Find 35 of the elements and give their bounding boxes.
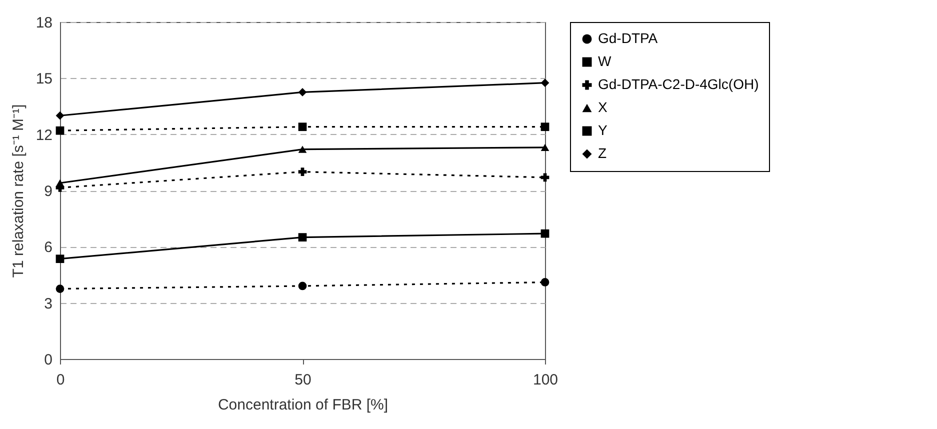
y-tick-label: 3 <box>44 295 52 312</box>
point <box>56 179 64 187</box>
x-tick-label: 0 <box>56 372 65 388</box>
point <box>540 173 550 182</box>
x-axis-title: Concentration of FBR [%] <box>218 396 388 414</box>
y-tick-label: 18 <box>36 14 52 32</box>
y-axis-title: T1 relaxation rate [s⁻¹ M⁻¹] <box>10 104 27 278</box>
x-tick-label: 50 <box>294 372 312 388</box>
legend-label: Gd-DTPA-C2-D-4Glc(OH) <box>598 76 759 92</box>
point <box>56 111 64 120</box>
legend-label: Gd-DTPA <box>598 30 658 46</box>
point <box>298 233 307 242</box>
legend-label: Z <box>598 145 607 161</box>
y-tick-label: 9 <box>44 183 52 200</box>
y-tick-label: 15 <box>36 70 52 88</box>
point <box>540 229 550 238</box>
legend-label: Y <box>598 122 608 138</box>
point <box>298 168 307 176</box>
point <box>298 122 307 132</box>
legend-label: W <box>598 53 612 69</box>
point <box>540 278 550 286</box>
point <box>56 254 64 264</box>
point <box>56 126 64 135</box>
point <box>298 146 307 153</box>
point <box>56 284 64 293</box>
y-tick-label: 0 <box>44 352 52 368</box>
point <box>298 88 307 96</box>
point <box>298 282 307 290</box>
y-tick-label: 6 <box>44 239 52 256</box>
legend-label: X <box>598 99 608 115</box>
y-tick-label: 12 <box>36 126 52 144</box>
x-tick-label: 100 <box>532 372 558 388</box>
point <box>540 78 550 88</box>
point <box>540 144 550 152</box>
point <box>540 122 550 132</box>
